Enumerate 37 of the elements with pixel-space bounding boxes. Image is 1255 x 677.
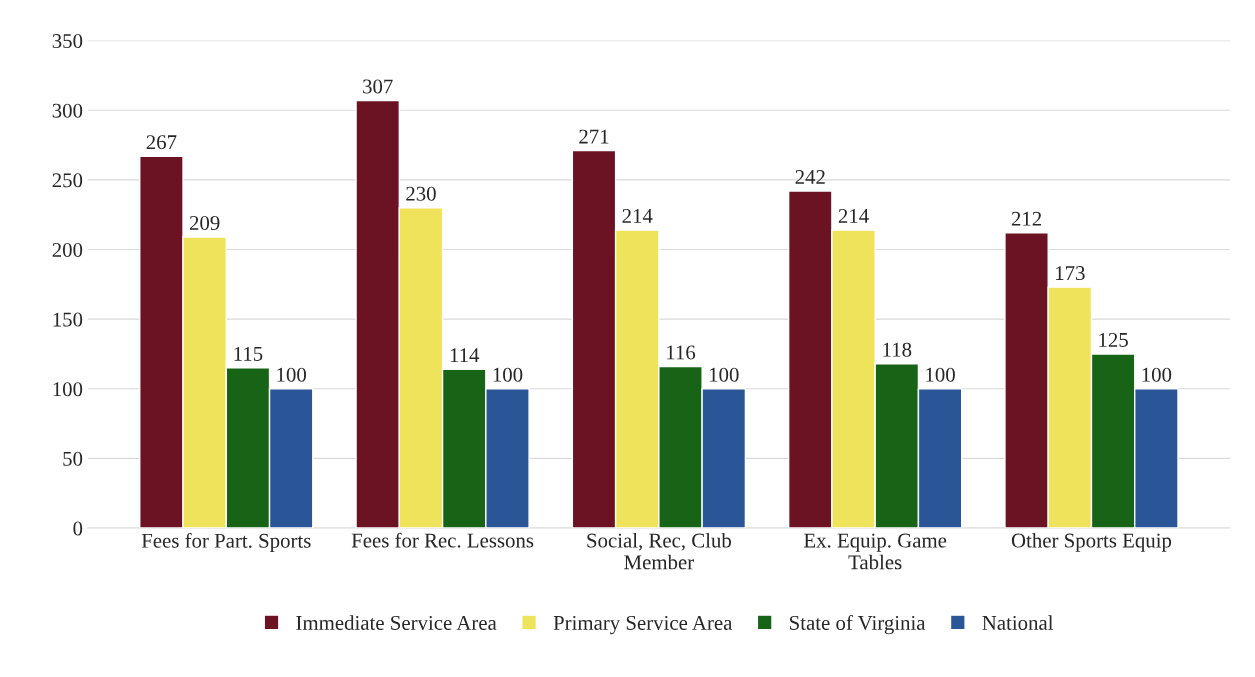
x-tick-label: Social, Rec, Club Member xyxy=(587,532,731,570)
data-label: 118 xyxy=(883,342,912,357)
legend-label: Immediate Service Area xyxy=(296,615,497,630)
data-label: 271 xyxy=(579,129,609,144)
data-label: 212 xyxy=(1011,211,1042,226)
y-tick-label: 350 xyxy=(52,33,83,49)
x-tick-label: Other Sports Equip xyxy=(1011,532,1172,552)
y-tick-label: 200 xyxy=(52,242,83,257)
data-label: 242 xyxy=(795,170,825,184)
x-tick-label: Ex. Equip. Game Tables xyxy=(804,533,947,570)
data-label: 100 xyxy=(277,367,306,382)
data-label: 173 xyxy=(1056,266,1085,281)
data-label: 115 xyxy=(234,346,263,361)
y-tick-label: 300 xyxy=(52,103,83,118)
data-label: 307 xyxy=(363,79,393,94)
x-tick-label: Fees for Rec. Lessons xyxy=(351,532,534,548)
data-label: 114 xyxy=(450,348,480,363)
y-tick-label: 150 xyxy=(53,312,83,327)
data-label: 209 xyxy=(189,215,220,230)
data-label: 100 xyxy=(493,367,523,382)
x-tick-label: Fees for Part. Sports xyxy=(141,532,311,553)
data-label: 267 xyxy=(146,135,177,150)
legend-label: National xyxy=(982,615,1054,630)
y-tick-label: 250 xyxy=(52,173,83,188)
data-label: 125 xyxy=(1099,332,1128,347)
data-label: 100 xyxy=(1142,367,1172,382)
data-label: 100 xyxy=(709,367,739,382)
y-tick-label: 50 xyxy=(63,451,83,466)
data-label: 116 xyxy=(667,345,696,360)
data-label: 214 xyxy=(622,209,653,223)
y-tick-label: 0 xyxy=(73,521,83,536)
legend-label: State of Virginia xyxy=(790,615,926,635)
data-label: 214 xyxy=(838,209,869,223)
data-label: 100 xyxy=(926,367,955,382)
data-label: 230 xyxy=(406,186,436,201)
legend-label: Primary Service Area xyxy=(553,615,733,635)
y-tick-label: 100 xyxy=(53,382,83,397)
